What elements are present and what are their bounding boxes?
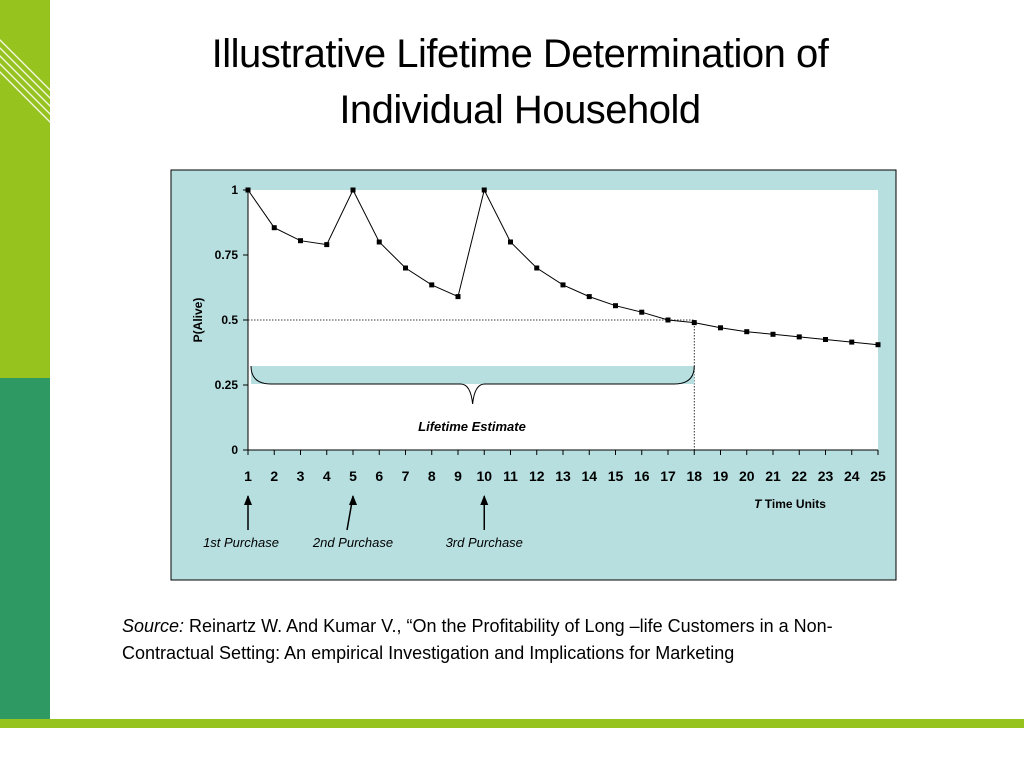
data-point: [429, 282, 435, 288]
data-point: [508, 239, 513, 245]
left-dark-accent-bar: [0, 378, 50, 720]
x-tick-label: 9: [454, 468, 462, 484]
lifetime-estimate-label: Lifetime Estimate: [418, 419, 526, 434]
data-point: [665, 317, 671, 323]
data-point: [613, 303, 618, 309]
data-point: [586, 294, 592, 300]
y-tick-label: 0: [231, 443, 238, 457]
data-point: [796, 334, 802, 340]
source-label: Source:: [122, 616, 185, 636]
data-point: [324, 242, 330, 248]
source-citation: Source: Reinartz W. And Kumar V., “On th…: [122, 613, 882, 667]
x-tick-label: 23: [818, 468, 834, 484]
x-tick-label: 25: [870, 468, 886, 484]
x-tick-label: 15: [608, 468, 624, 484]
x-tick-label: 3: [297, 468, 305, 484]
data-point: [271, 225, 277, 231]
data-point: [718, 325, 723, 331]
x-tick-label: 12: [529, 468, 545, 484]
y-tick-label: 1: [231, 183, 238, 197]
purchase-label: 3rd Purchase: [446, 535, 523, 550]
data-point: [481, 187, 487, 193]
lifetime-brace: [250, 365, 695, 405]
data-point: [376, 239, 382, 245]
data-point: [455, 294, 461, 300]
x-tick-label: 24: [844, 468, 860, 484]
data-point: [403, 265, 408, 271]
x-tick-label: 13: [555, 468, 571, 484]
x-tick-label: 11: [503, 468, 518, 484]
purchase-arrowhead: [244, 495, 252, 505]
purchase-arrowhead: [480, 495, 489, 505]
purchase-label: 2nd Purchase: [312, 535, 393, 550]
source-body: Reinartz W. And Kumar V., “On the Profit…: [122, 616, 833, 663]
y-tick-label: 0.75: [215, 248, 239, 262]
x-tick-label: 22: [791, 468, 807, 484]
data-point: [849, 339, 855, 345]
purchase-arrowhead: [349, 495, 357, 505]
x-tick-label: 5: [349, 468, 357, 484]
data-point: [770, 331, 776, 337]
data-point: [534, 265, 540, 271]
data-point: [639, 309, 645, 315]
x-tick-label: 7: [402, 468, 410, 484]
data-point: [691, 320, 697, 326]
x-tick-label: 16: [634, 468, 650, 484]
slide-title: Illustrative Lifetime Determination of I…: [211, 32, 829, 132]
x-tick-label: 2: [270, 468, 278, 484]
lifetime-brace-fill: [251, 366, 695, 384]
x-tick-label: 4: [323, 468, 331, 484]
x-axis-title-italic: T: [754, 497, 763, 511]
x-tick-label: 14: [581, 468, 597, 484]
data-point: [875, 342, 881, 348]
y-tick-label: 0.25: [215, 378, 239, 392]
x-tick-label: 20: [739, 468, 755, 484]
x-axis-title: T Time Units: [754, 497, 826, 511]
purchase-label: 1st Purchase: [203, 535, 279, 550]
data-point: [744, 329, 750, 335]
data-point: [560, 282, 566, 288]
data-point: [245, 187, 251, 193]
left-accent-bar: [0, 0, 50, 378]
x-tick-label: 1: [244, 468, 252, 484]
y-tick-label: 0.5: [221, 313, 238, 327]
x-tick-label: 19: [713, 468, 729, 484]
x-tick-label: 17: [660, 468, 676, 484]
x-tick-label: 10: [476, 468, 492, 484]
bottom-accent-line: [0, 719, 1024, 728]
x-tick-label: 6: [375, 468, 383, 484]
x-tick-label: 18: [686, 468, 702, 484]
data-point: [350, 187, 356, 193]
y-axis-title: P(Alive): [191, 298, 205, 343]
diagonal-stripes-decoration: [0, 38, 50, 124]
x-tick-label: 8: [428, 468, 436, 484]
x-tick-label: 21: [765, 468, 781, 484]
x-axis-title-text: Time Units: [761, 497, 826, 511]
data-point: [298, 238, 303, 244]
data-point: [823, 337, 828, 342]
